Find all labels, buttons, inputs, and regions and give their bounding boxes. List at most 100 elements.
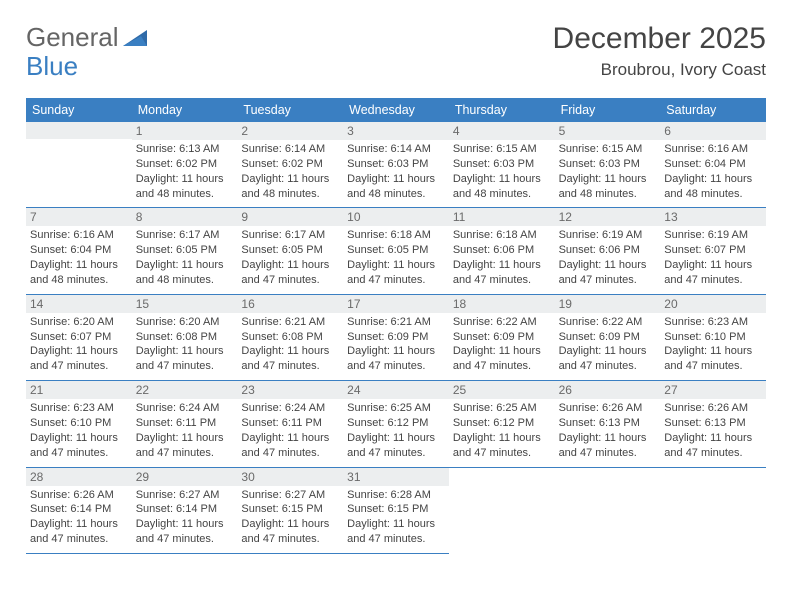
day-number-bar: 22 [132,381,238,399]
day-detail: Sunrise: 6:18 AMSunset: 6:06 PMDaylight:… [453,228,551,287]
day-detail: Sunrise: 6:28 AMSunset: 6:15 PMDaylight:… [347,488,445,547]
day-number-bar: 30 [237,468,343,486]
logo-text-general: General [26,22,119,53]
logo-text-blue: Blue [26,51,78,81]
calendar-cell [449,468,555,554]
logo: General [26,22,151,53]
calendar-cell: 27 Sunrise: 6:26 AMSunset: 6:13 PMDayligh… [660,381,766,467]
day-detail: Sunrise: 6:19 AMSunset: 6:07 PMDaylight:… [664,228,762,287]
day-number-bar [555,468,661,485]
day-number-bar: 16 [237,295,343,313]
day-number-bar: 4 [449,122,555,140]
day-number-bar: 31 [343,468,449,486]
calendar-cell: 3Sunrise: 6:14 AMSunset: 6:03 PMDaylight… [343,122,449,208]
calendar-cell: 13 Sunrise: 6:19 AMSunset: 6:07 PMDayligh… [660,208,766,294]
calendar-cell: 5 Sunrise: 6:15 AMSunset: 6:03 PMDaylight… [555,122,661,208]
month-title: December 2025 [553,22,766,56]
calendar-cell: 25Sunrise: 6:25 AMSunset: 6:12 PMDayligh… [449,381,555,467]
calendar-cell: 21 Sunrise: 6:23 AMSunset: 6:10 PMDayligh… [26,381,132,467]
day-number-bar: 11 [449,208,555,226]
weekday-sun: Sunday [26,98,132,122]
calendar-cell: 7Sunrise: 6:16 AMSunset: 6:04 PMDaylight… [26,208,132,294]
day-detail: Sunrise: 6:26 AMSunset: 6:14 PMDaylight:… [30,488,128,547]
day-detail: Sunrise: 6:27 AMSunset: 6:15 PMDaylight:… [241,488,339,547]
calendar-cell: 26 Sunrise: 6:26 AMSunset: 6:13 PMDayligh… [555,381,661,467]
day-number-bar [449,468,555,485]
day-detail: Sunrise: 6:24 AMSunset: 6:11 PMDaylight:… [241,401,339,460]
day-detail: Sunrise: 6:16 AMSunset: 6:04 PMDaylight:… [664,142,762,201]
calendar-cell: 23 Sunrise: 6:24 AMSunset: 6:11 PMDayligh… [237,381,343,467]
day-number-bar: 6 [660,122,766,140]
day-detail: Sunrise: 6:23 AMSunset: 6:10 PMDaylight:… [30,401,128,460]
calendar-cell: 19 Sunrise: 6:22 AMSunset: 6:09 PMDayligh… [555,295,661,381]
day-number-bar: 10 [343,208,449,226]
header: General December 2025 Broubrou, Ivory Co… [26,22,766,80]
day-number-bar: 26 [555,381,661,399]
day-detail: Sunrise: 6:19 AMSunset: 6:06 PMDaylight:… [559,228,657,287]
weekday-mon: Monday [132,98,238,122]
day-detail: Sunrise: 6:15 AMSunset: 6:03 PMDaylight:… [559,142,657,201]
calendar-cell: 15 Sunrise: 6:20 AMSunset: 6:08 PMDayligh… [132,295,238,381]
day-number-bar [660,468,766,485]
calendar-cell: 30 Sunrise: 6:27 AMSunset: 6:15 PMDayligh… [237,468,343,554]
calendar-cell: 9Sunrise: 6:17 AMSunset: 6:05 PMDaylight… [237,208,343,294]
day-number-bar: 24 [343,381,449,399]
calendar-cell [555,468,661,554]
day-detail: Sunrise: 6:26 AMSunset: 6:13 PMDaylight:… [664,401,762,460]
weekday-wed: Wednesday [343,98,449,122]
calendar-cell [660,468,766,554]
calendar-cell: 1Sunrise: 6:13 AMSunset: 6:02 PMDaylight… [132,122,238,208]
day-detail: Sunrise: 6:26 AMSunset: 6:13 PMDaylight:… [559,401,657,460]
day-detail: Sunrise: 6:27 AMSunset: 6:14 PMDaylight:… [136,488,234,547]
day-detail: Sunrise: 6:25 AMSunset: 6:12 PMDaylight:… [347,401,445,460]
calendar-cell: 8Sunrise: 6:17 AMSunset: 6:05 PMDaylight… [132,208,238,294]
calendar-cell: 29Sunrise: 6:27 AMSunset: 6:14 PMDayligh… [132,468,238,554]
weekday-thu: Thursday [449,98,555,122]
day-detail: Sunrise: 6:21 AMSunset: 6:09 PMDaylight:… [347,315,445,374]
day-detail: Sunrise: 6:20 AMSunset: 6:07 PMDaylight:… [30,315,128,374]
day-number-bar: 2 [237,122,343,140]
day-number-bar: 5 [555,122,661,140]
day-number-bar: 18 [449,295,555,313]
calendar-grid: 1Sunrise: 6:13 AMSunset: 6:02 PMDaylight… [26,122,766,554]
day-detail: Sunrise: 6:13 AMSunset: 6:02 PMDaylight:… [136,142,234,201]
day-detail: Sunrise: 6:14 AMSunset: 6:03 PMDaylight:… [347,142,445,201]
day-number-bar: 23 [237,381,343,399]
calendar-cell: 24 Sunrise: 6:25 AMSunset: 6:12 PMDayligh… [343,381,449,467]
weekday-header: Sunday Monday Tuesday Wednesday Thursday… [26,98,766,122]
day-detail: Sunrise: 6:20 AMSunset: 6:08 PMDaylight:… [136,315,234,374]
calendar-cell: 4Sunrise: 6:15 AMSunset: 6:03 PMDaylight… [449,122,555,208]
day-detail: Sunrise: 6:23 AMSunset: 6:10 PMDaylight:… [664,315,762,374]
location: Broubrou, Ivory Coast [553,60,766,80]
calendar-cell: 20 Sunrise: 6:23 AMSunset: 6:10 PMDayligh… [660,295,766,381]
day-number-bar: 12 [555,208,661,226]
logo-triangle-icon [123,28,149,48]
day-detail: Sunrise: 6:21 AMSunset: 6:08 PMDaylight:… [241,315,339,374]
day-number-bar: 13 [660,208,766,226]
title-block: December 2025 Broubrou, Ivory Coast [553,22,766,80]
day-number-bar: 21 [26,381,132,399]
weekday-sat: Saturday [660,98,766,122]
day-detail: Sunrise: 6:18 AMSunset: 6:05 PMDaylight:… [347,228,445,287]
day-number-bar: 19 [555,295,661,313]
logo-sub: Blue [26,51,78,82]
weekday-fri: Friday [555,98,661,122]
day-detail: Sunrise: 6:22 AMSunset: 6:09 PMDaylight:… [559,315,657,374]
calendar-cell: 17 Sunrise: 6:21 AMSunset: 6:09 PMDayligh… [343,295,449,381]
calendar-cell: 31 Sunrise: 6:28 AMSunset: 6:15 PMDayligh… [343,468,449,554]
calendar-cell: 2Sunrise: 6:14 AMSunset: 6:02 PMDaylight… [237,122,343,208]
day-number-bar: 8 [132,208,238,226]
day-detail: Sunrise: 6:24 AMSunset: 6:11 PMDaylight:… [136,401,234,460]
calendar-cell: 16 Sunrise: 6:21 AMSunset: 6:08 PMDayligh… [237,295,343,381]
day-number-bar: 20 [660,295,766,313]
day-number-bar [26,122,132,139]
calendar-cell: 12 Sunrise: 6:19 AMSunset: 6:06 PMDayligh… [555,208,661,294]
calendar-cell [26,122,132,208]
weekday-tue: Tuesday [237,98,343,122]
day-number-bar: 15 [132,295,238,313]
day-detail: Sunrise: 6:16 AMSunset: 6:04 PMDaylight:… [30,228,128,287]
day-number-bar: 27 [660,381,766,399]
calendar-cell: 18Sunrise: 6:22 AMSunset: 6:09 PMDayligh… [449,295,555,381]
day-detail: Sunrise: 6:17 AMSunset: 6:05 PMDaylight:… [241,228,339,287]
day-number-bar: 17 [343,295,449,313]
